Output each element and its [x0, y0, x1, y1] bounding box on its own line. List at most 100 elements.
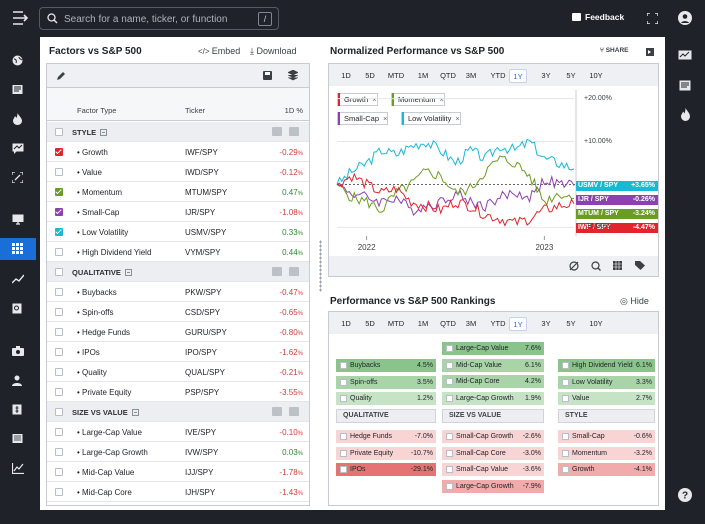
ranking-checkbox[interactable] — [562, 466, 569, 473]
factor-row[interactable]: • Momentum MTUM/SPY 0.47% — [47, 182, 309, 202]
ranking-checkbox[interactable] — [446, 394, 453, 402]
legend-momentum[interactable]: Momentum × — [391, 93, 445, 106]
timeframe-5y[interactable]: 5Y — [566, 319, 576, 328]
ranking-cell-top[interactable]: Mid-Cap Value 6.1% — [442, 358, 544, 372]
chat-chart-icon[interactable] — [678, 50, 692, 62]
legend-low-volatility[interactable]: Low Volatility × — [401, 112, 461, 125]
timeframe-ytd[interactable]: YTD — [490, 319, 506, 328]
help-icon[interactable]: ? — [678, 488, 692, 502]
ranking-checkbox[interactable] — [446, 345, 453, 352]
collapse-icon[interactable] — [131, 409, 139, 416]
factor-group-row[interactable]: QUALITATIVE — [47, 262, 309, 282]
timeframe-qtd[interactable]: QTD — [440, 319, 456, 328]
timeframe-qtd[interactable]: QTD — [440, 71, 456, 80]
remove-icon[interactable]: × — [372, 95, 377, 104]
row-checkbox[interactable] — [55, 408, 63, 416]
timeframe-1d[interactable]: 1D — [341, 319, 351, 328]
row-checkbox[interactable] — [55, 168, 63, 176]
row-checkbox[interactable] — [55, 468, 63, 476]
row-checkbox[interactable] — [55, 368, 63, 376]
search-bar[interactable]: / — [39, 7, 279, 30]
nav-camera-icon[interactable] — [0, 344, 36, 358]
ranking-cell-bottom[interactable]: Small-Cap Value -3.6% — [442, 463, 544, 476]
row-checkbox[interactable] — [55, 228, 63, 236]
ranking-checkbox[interactable] — [446, 361, 453, 369]
factor-row[interactable]: • Value IWD/SPY -0.12% — [47, 162, 309, 182]
row-checkbox[interactable] — [55, 148, 63, 156]
factor-row[interactable]: • High Dividend Yield VYM/SPY 0.44% — [47, 242, 309, 262]
factor-group-row[interactable]: STYLE — [47, 122, 309, 142]
remove-icon[interactable]: × — [439, 95, 444, 104]
timeframe-1d[interactable]: 1D — [341, 71, 351, 80]
tag-icon[interactable] — [635, 261, 645, 270]
nav-grid-icon[interactable] — [0, 238, 36, 260]
remove-icon[interactable]: × — [383, 114, 388, 123]
ranking-cell-bottom[interactable]: IPOs -29.1% — [336, 463, 436, 476]
feedback-button[interactable]: Feedback — [572, 12, 624, 22]
ranking-cell-bottom[interactable]: Small-Cap -0.6% — [558, 430, 655, 443]
menu-collapse-icon[interactable] — [13, 11, 29, 25]
sort-down-icon[interactable] — [289, 407, 299, 416]
row-checkbox[interactable] — [55, 188, 63, 196]
nav-trend-icon[interactable] — [0, 272, 36, 286]
timeframe-ytd[interactable]: YTD — [490, 71, 506, 80]
row-checkbox[interactable] — [55, 268, 63, 276]
zoom-icon[interactable] — [591, 261, 601, 271]
ranking-checkbox[interactable] — [446, 449, 453, 457]
nav-line-chart-icon[interactable] — [0, 461, 36, 475]
timeframe-3m[interactable]: 3M — [465, 71, 477, 80]
account-icon[interactable] — [678, 11, 692, 25]
timeframe-1m[interactable]: 1M — [417, 319, 429, 328]
hide-crosshair-icon[interactable] — [569, 261, 579, 271]
ranking-checkbox[interactable] — [562, 378, 569, 386]
timeframe-mtd[interactable]: MTD — [387, 71, 405, 80]
ranking-cell-bottom[interactable]: Growth -4.1% — [558, 463, 655, 476]
timeframe-1m[interactable]: 1M — [417, 71, 429, 80]
row-checkbox[interactable] — [55, 128, 63, 136]
sort-up-icon[interactable] — [272, 267, 282, 276]
ranking-checkbox[interactable] — [446, 378, 453, 385]
ranking-cell-top[interactable]: Buybacks 4.5% — [336, 359, 436, 372]
ranking-checkbox[interactable] — [562, 433, 569, 440]
factor-row[interactable]: • Large-Cap Value IVE/SPY -0.10% — [47, 422, 309, 442]
collapse-icon[interactable] — [100, 129, 108, 136]
embed-button[interactable]: </> Embed — [198, 46, 240, 56]
factor-row[interactable]: • Large-Cap Growth IVW/SPY 0.03% — [47, 442, 309, 462]
nav-chat-chart-icon[interactable] — [0, 141, 36, 155]
header-factor-type[interactable]: Factor Type — [77, 106, 117, 115]
ranking-checkbox[interactable] — [340, 466, 347, 473]
sort-down-icon[interactable] — [289, 267, 299, 276]
news-icon[interactable] — [679, 80, 691, 91]
remove-icon[interactable]: × — [455, 114, 460, 123]
ranking-checkbox[interactable] — [446, 433, 453, 440]
ranking-cell-top[interactable]: Spin-offs 3.5% — [336, 375, 436, 389]
row-checkbox[interactable] — [55, 248, 63, 256]
ranking-cell-top[interactable]: Quality 1.2% — [336, 392, 436, 405]
ranking-checkbox[interactable] — [446, 482, 453, 490]
row-checkbox[interactable] — [55, 348, 63, 356]
factor-row[interactable]: • Spin-offs CSD/SPY -0.65% — [47, 302, 309, 322]
ranking-cell-top[interactable]: Large-Cap Value 7.6% — [442, 342, 544, 355]
save-icon[interactable] — [263, 71, 272, 80]
header-ticker[interactable]: Ticker — [185, 106, 206, 115]
row-checkbox[interactable] — [55, 208, 63, 216]
timeframe-5d[interactable]: 5D — [365, 319, 375, 328]
nav-news-icon[interactable] — [0, 82, 36, 96]
ranking-checkbox[interactable] — [340, 378, 347, 386]
timeframe-mtd[interactable]: MTD — [387, 319, 405, 328]
fullscreen-icon[interactable] — [647, 13, 658, 24]
timeframe-1y[interactable]: 1Y — [509, 69, 527, 83]
collapse-icon[interactable] — [124, 269, 132, 276]
nav-newspaper-icon[interactable] — [0, 431, 36, 445]
nav-monitor-icon[interactable] — [0, 212, 36, 226]
ranking-cell-bottom[interactable]: Small-Cap Growth -2.6% — [442, 430, 544, 443]
nav-focus-icon[interactable] — [0, 170, 36, 184]
factor-row[interactable]: • Growth IWF/SPY -0.29% — [47, 142, 309, 162]
timeframe-10y[interactable]: 10Y — [589, 319, 603, 328]
ranking-cell-top[interactable]: Low Volatility 3.3% — [558, 375, 655, 389]
nav-flame-icon[interactable] — [0, 111, 36, 125]
timeframe-3m[interactable]: 3M — [465, 319, 477, 328]
ranking-checkbox[interactable] — [340, 433, 347, 440]
legend-growth[interactable]: Growth × — [337, 93, 378, 106]
sort-up-icon[interactable] — [272, 127, 282, 136]
